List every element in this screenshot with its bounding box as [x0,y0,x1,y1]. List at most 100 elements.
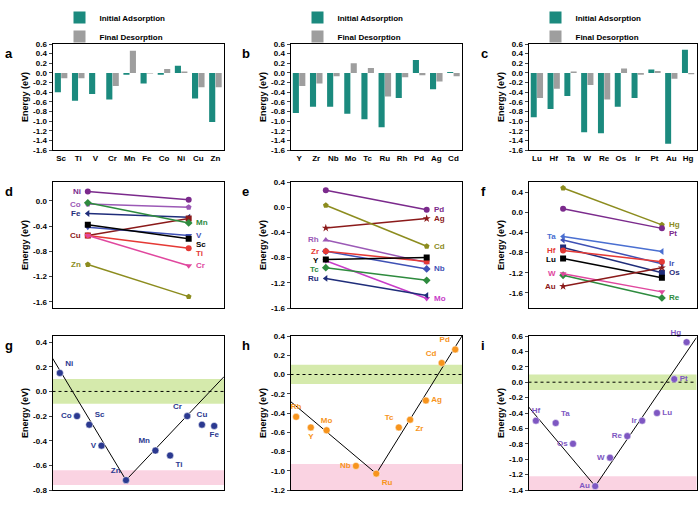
svg-text:Tc: Tc [310,265,319,274]
svg-text:-1.4: -1.4 [509,486,523,495]
svg-text:-1.6: -1.6 [33,298,47,307]
svg-text:-1.2: -1.2 [33,272,47,281]
svg-text:-0.4: -0.4 [509,88,523,97]
svg-text:Os: Os [557,439,568,448]
svg-text:W: W [548,269,556,278]
svg-text:Pd: Pd [414,154,424,163]
svg-text:-1.0: -1.0 [33,117,47,126]
svg-text:0.2: 0.2 [36,59,48,68]
svg-text:Cd: Cd [426,349,437,358]
svg-text:0.4: 0.4 [36,338,48,347]
svg-text:Nb: Nb [340,461,351,470]
svg-text:Lu: Lu [662,408,672,417]
svg-text:0.2: 0.2 [36,363,48,372]
svg-text:-0.6: -0.6 [271,98,285,107]
svg-text:Zn: Zn [211,154,221,163]
svg-text:Lu: Lu [546,255,556,264]
svg-text:Rh: Rh [291,402,302,411]
svg-text:-1.4: -1.4 [33,136,47,145]
svg-text:-1.2: -1.2 [271,279,285,288]
svg-text:-1.4: -1.4 [271,136,285,145]
svg-text:-0.4: -0.4 [33,437,47,446]
svg-text:Mn: Mn [138,436,150,445]
svg-text:-0.6: -0.6 [33,98,47,107]
svg-text:Energy (eV): Energy (eV) [20,220,30,270]
svg-text:-1.4: -1.4 [509,136,523,145]
svg-text:0.0: 0.0 [512,378,524,387]
svg-text:Mn: Mn [196,218,208,227]
svg-text:Ru: Ru [308,274,319,283]
svg-text:Sc: Sc [56,154,66,163]
svg-text:Fe: Fe [210,430,220,439]
svg-text:-0.8: -0.8 [271,107,285,116]
svg-text:-1.2: -1.2 [509,127,523,136]
svg-text:-0.2: -0.2 [33,78,47,87]
svg-text:0.6: 0.6 [274,40,286,49]
svg-text:0.2: 0.2 [274,59,286,68]
svg-text:0.0: 0.0 [36,69,48,78]
svg-text:Tc: Tc [363,154,372,163]
svg-text:e: e [242,184,249,199]
svg-text:0.4: 0.4 [274,178,286,187]
svg-text:Ir: Ir [631,416,636,425]
svg-text:Mn: Mn [124,154,136,163]
svg-text:Ti: Ti [175,460,182,469]
svg-text:Ni: Ni [65,359,73,368]
svg-text:Final Desorption: Final Desorption [100,33,163,42]
svg-text:Y: Y [308,432,314,441]
svg-text:Zn: Zn [71,260,81,269]
svg-text:0.4: 0.4 [512,188,524,197]
svg-text:Au: Au [579,481,590,490]
svg-text:i: i [481,338,485,353]
svg-text:Energy (eV): Energy (eV) [496,220,506,270]
svg-text:-0.6: -0.6 [509,424,523,433]
svg-text:Initial Adsorption: Initial Adsorption [100,14,166,23]
svg-text:-0.8: -0.8 [271,253,285,262]
svg-text:Zn: Zn [111,466,121,475]
svg-text:Re: Re [599,154,610,163]
svg-text:-1.6: -1.6 [509,146,523,155]
svg-text:Os: Os [616,154,627,163]
svg-text:0.0: 0.0 [36,387,48,396]
svg-text:Hf: Hf [547,246,556,255]
svg-text:Ta: Ta [566,154,575,163]
svg-text:-1.6: -1.6 [33,146,47,155]
svg-text:Co: Co [61,411,72,420]
svg-text:-0.2: -0.2 [33,412,47,421]
svg-text:Ni: Ni [177,154,185,163]
svg-text:Cr: Cr [173,402,182,411]
svg-text:Energy (eV): Energy (eV) [258,220,268,270]
svg-text:Y: Y [296,154,302,163]
svg-text:0.0: 0.0 [274,203,286,212]
svg-text:-1.2: -1.2 [271,127,285,136]
svg-text:Hg: Hg [683,154,694,163]
svg-text:Zr: Zr [311,247,319,256]
svg-text:-1.2: -1.2 [271,486,285,495]
svg-text:0.2: 0.2 [512,363,524,372]
svg-text:-0.2: -0.2 [509,78,523,87]
svg-text:0.2: 0.2 [274,351,286,360]
svg-text:Tc: Tc [385,413,394,422]
svg-text:-1.0: -1.0 [509,455,523,464]
svg-text:Ag: Ag [431,395,442,404]
svg-text:Zr: Zr [415,424,423,433]
svg-text:Energy (eV): Energy (eV) [258,72,268,122]
svg-text:-0.8: -0.8 [33,486,47,495]
svg-text:Cd: Cd [448,154,459,163]
svg-text:Mo: Mo [321,416,333,425]
svg-text:Ag: Ag [434,214,445,223]
svg-text:Ru: Ru [382,478,393,487]
svg-text:Lu: Lu [532,154,542,163]
svg-text:-1.2: -1.2 [33,127,47,136]
svg-text:0.0: 0.0 [36,197,48,206]
svg-text:-0.4: -0.4 [271,88,285,97]
svg-text:-0.2: -0.2 [509,393,523,402]
svg-text:W: W [597,453,605,462]
svg-text:Re: Re [669,293,680,302]
svg-text:0.6: 0.6 [512,332,524,341]
svg-text:-0.2: -0.2 [271,78,285,87]
svg-text:-1.2: -1.2 [509,269,523,278]
svg-text:Au: Au [545,282,556,291]
svg-text:Energy (eV): Energy (eV) [496,72,506,122]
svg-text:-0.4: -0.4 [271,228,285,237]
